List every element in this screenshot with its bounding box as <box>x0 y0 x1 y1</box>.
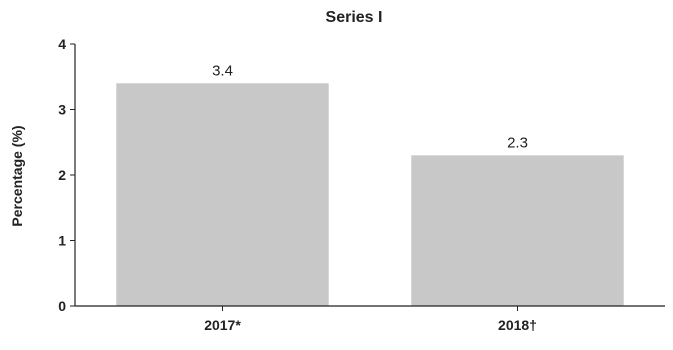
bar-1 <box>411 155 624 306</box>
chart-title: Series I <box>326 9 383 26</box>
y-tick-label: 0 <box>58 298 66 314</box>
y-tick-label: 1 <box>58 233 66 249</box>
bar-value-label-1: 2.3 <box>507 134 528 151</box>
y-axis-ticks: 0 1 2 3 4 <box>58 36 75 314</box>
bar-value-label-0: 3.4 <box>212 62 233 79</box>
bar-0 <box>116 83 329 306</box>
bars-group: 3.4 2.3 <box>116 62 624 306</box>
x-tick-label-1: 2018† <box>498 317 537 333</box>
y-axis-label: Percentage (%) <box>9 125 25 226</box>
x-tick-label-0: 2017* <box>204 317 241 333</box>
y-tick-label: 2 <box>58 167 66 183</box>
y-tick-label: 3 <box>58 102 66 118</box>
x-axis-ticks: 2017* 2018† <box>204 306 537 333</box>
y-tick-label: 4 <box>58 36 66 52</box>
